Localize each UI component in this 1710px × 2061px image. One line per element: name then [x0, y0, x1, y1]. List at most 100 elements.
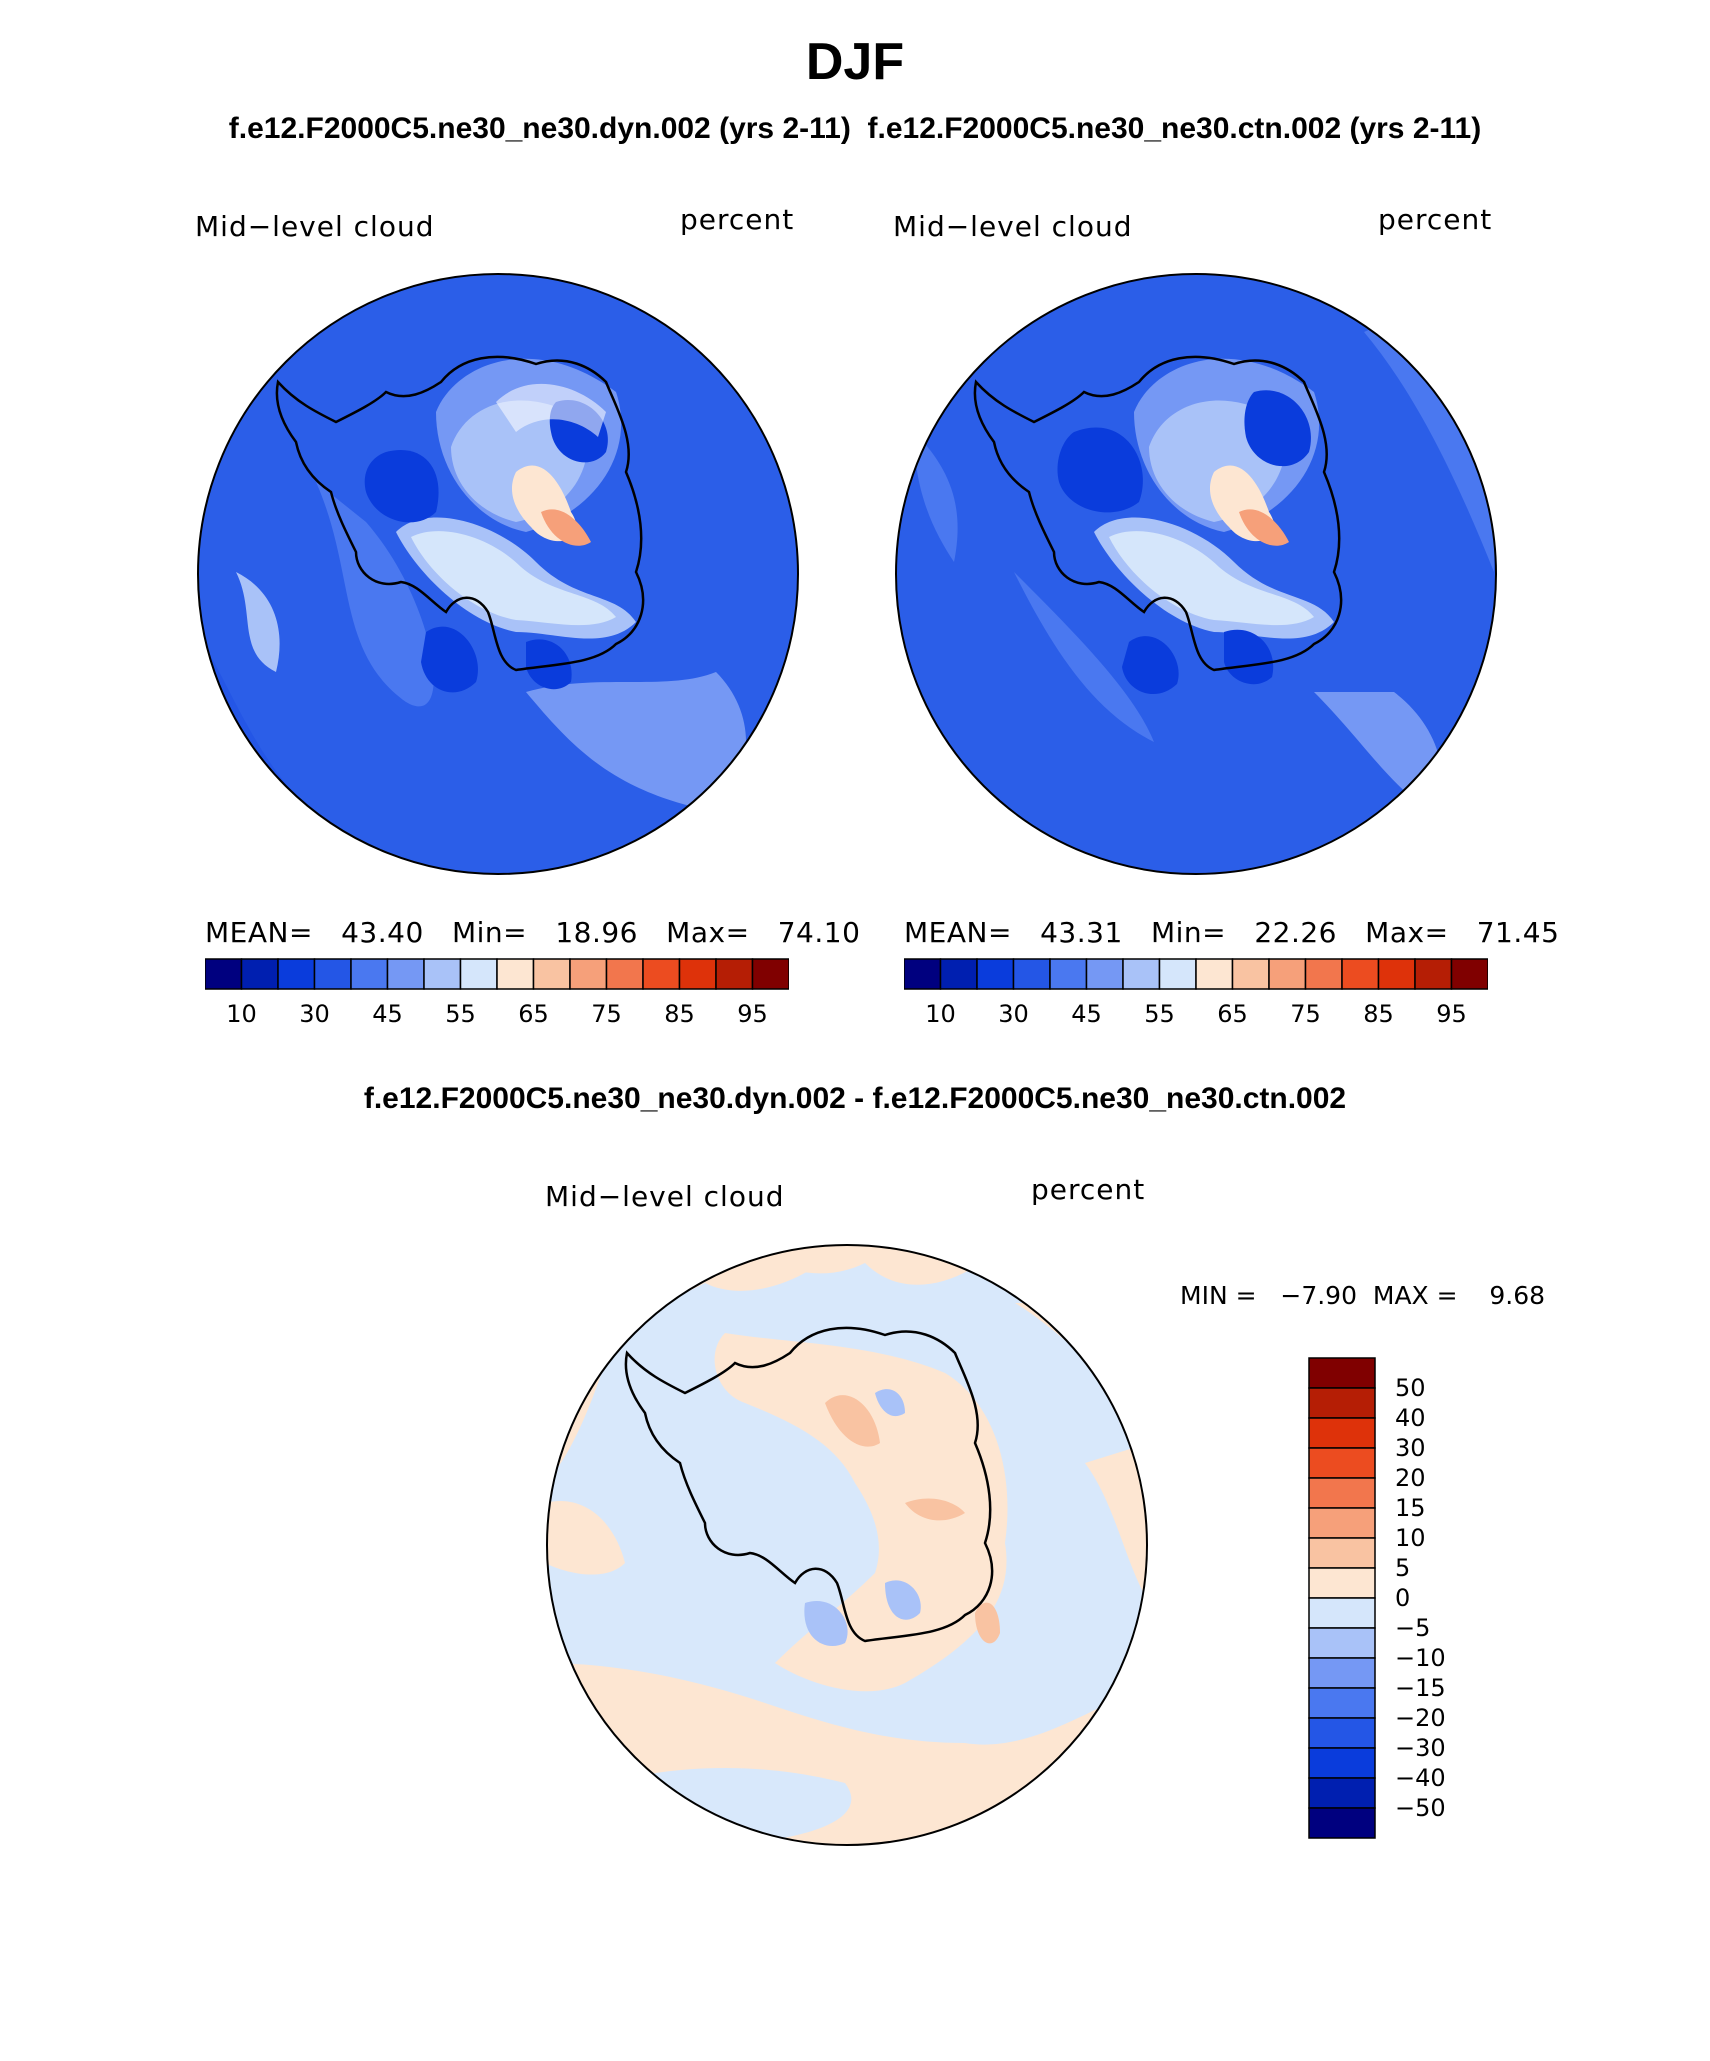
panel1-colorbar-box	[205, 958, 243, 990]
panel3-colorbar-tick-label: 20	[1395, 1464, 1426, 1492]
panel2-colorbar-tick-label: 85	[1363, 1000, 1394, 1028]
panel3-colorbar-tick-label: −30	[1395, 1734, 1446, 1762]
panel3-colorbar-tick-label: −10	[1395, 1644, 1446, 1672]
panel3-colorbar-box	[1308, 1627, 1376, 1659]
panel1-colorbar-ticks: 10 30 45 55 65 75 85 95	[205, 1000, 789, 1030]
panel2-colorbar	[904, 958, 1488, 990]
panel2-colorbar-tick-label: 95	[1436, 1000, 1467, 1028]
panel3-units-label: percent	[1031, 1173, 1146, 1206]
panel2-colorbar-box	[1012, 958, 1051, 990]
panel1-colorbar-tick-label: 85	[664, 1000, 695, 1028]
panel1-colorbar-box	[642, 958, 681, 990]
panel3-variable-label: Mid−level cloud	[545, 1180, 785, 1213]
panel2-colorbar-tick-label: 65	[1217, 1000, 1248, 1028]
panel2-polar-map	[895, 273, 1497, 875]
panel1-colorbar-box	[605, 958, 644, 990]
panel2-colorbar-box	[1450, 958, 1488, 990]
panel3-colorbar-box	[1308, 1447, 1376, 1479]
panel2-colorbar-box	[1231, 958, 1270, 990]
panel1-units-label: percent	[680, 203, 795, 236]
panel2-colorbar-box	[1341, 958, 1380, 990]
panel2-colorbar-box	[1304, 958, 1343, 990]
panel2-colorbar-box	[1377, 958, 1416, 990]
panel3-colorbar-tick-label: −40	[1395, 1764, 1446, 1792]
panel2-variable-label: Mid−level cloud	[893, 210, 1133, 243]
panel1-colorbar-box	[350, 958, 389, 990]
panel1-colorbar-tick-label: 95	[737, 1000, 768, 1028]
panel1-colorbar	[205, 958, 789, 990]
panel2-colorbar-box	[1414, 958, 1453, 990]
panel3-colorbar-box	[1308, 1417, 1376, 1449]
panel1-colorbar-box	[386, 958, 425, 990]
panel1-colorbar-tick-label: 55	[445, 1000, 476, 1028]
panel1-colorbar-tick-label: 10	[226, 1000, 257, 1028]
panel1-colorbar-box	[532, 958, 571, 990]
panel3-colorbar-tick-label: 40	[1395, 1404, 1426, 1432]
panel1-polar-map	[197, 273, 799, 875]
panel1-variable-label: Mid−level cloud	[195, 210, 435, 243]
panel3-colorbar-tick-label: 5	[1395, 1554, 1411, 1582]
panel1-colorbar-tick-label: 30	[299, 1000, 330, 1028]
panel2-colorbar-box	[976, 958, 1015, 990]
panel2-colorbar-tick-label: 30	[998, 1000, 1029, 1028]
panel1-colorbar-tick-label: 75	[591, 1000, 622, 1028]
panel2-colorbar-box	[904, 958, 942, 990]
panel3-colorbar-box	[1308, 1567, 1376, 1599]
panel1-stats: MEAN= 43.40 Min= 18.96 Max= 74.10	[205, 916, 861, 949]
panel2-colorbar-box	[1268, 958, 1307, 990]
panel2-colorbar-tick-label: 75	[1290, 1000, 1321, 1028]
subtitle-top: f.e12.F2000C5.ne30_ne30.dyn.002 (yrs 2-1…	[228, 112, 1482, 145]
panel1-colorbar-tick-label: 65	[518, 1000, 549, 1028]
subtitle-diff: f.e12.F2000C5.ne30_ne30.dyn.002 - f.e12.…	[363, 1082, 1347, 1115]
panel3-colorbar-tick-label: 10	[1395, 1524, 1426, 1552]
panel3-colorbar-box	[1308, 1807, 1376, 1839]
panel3-colorbar-tick-label: −5	[1395, 1614, 1431, 1642]
main-title: DJF	[805, 33, 905, 91]
panel3-colorbar-box	[1308, 1477, 1376, 1509]
panel3-colorbar-tick-label: 0	[1395, 1584, 1411, 1612]
panel1-colorbar-box	[313, 958, 352, 990]
panel2-units-label: percent	[1378, 203, 1493, 236]
panel3-colorbar-box	[1308, 1717, 1376, 1749]
panel2-colorbar-tick-label: 10	[925, 1000, 956, 1028]
panel1-colorbar-tick-label: 45	[372, 1000, 403, 1028]
panel2-colorbar-tick-label: 55	[1144, 1000, 1175, 1028]
panel3-colorbar-tick-label: −50	[1395, 1794, 1446, 1822]
panel3-colorbar-tick-label: 50	[1395, 1374, 1426, 1402]
panel3-colorbar-box	[1308, 1507, 1376, 1539]
panel3-polar-map	[546, 1244, 1148, 1846]
panel3-colorbar-tick-label: −15	[1395, 1674, 1446, 1702]
panel1-colorbar-box	[715, 958, 754, 990]
panel2-coastline	[973, 355, 1343, 672]
panel3-colorbar-box	[1308, 1687, 1376, 1719]
panel3-coastline	[624, 1326, 994, 1643]
panel1-colorbar-box	[496, 958, 535, 990]
panel3-colorbar-tick-label: 30	[1395, 1434, 1426, 1462]
panel1-colorbar-box	[240, 958, 279, 990]
panel2-colorbar-box	[1085, 958, 1124, 990]
panel3-stats: MIN = −7.90 MAX = 9.68	[1180, 1281, 1546, 1310]
panel2-colorbar-tick-label: 45	[1071, 1000, 1102, 1028]
panel1-colorbar-box	[678, 958, 717, 990]
panel3-colorbar-box	[1308, 1657, 1376, 1689]
panel3-colorbar-box	[1308, 1777, 1376, 1809]
panel3-colorbar	[1308, 1357, 1376, 1839]
panel1-colorbar-box	[569, 958, 608, 990]
panel1-coastline	[275, 355, 645, 672]
panel2-colorbar-box	[1122, 958, 1161, 990]
panel3-colorbar-ticks: 50 40 30 20 15 10 5 0 −5 −10 −15 −20 −30 −40 −50	[1395, 1357, 1485, 1841]
panel3-colorbar-box	[1308, 1387, 1376, 1419]
panel3-colorbar-box	[1308, 1357, 1376, 1389]
panel3-colorbar-box	[1308, 1537, 1376, 1569]
panel1-colorbar-box	[459, 958, 498, 990]
panel2-colorbar-ticks: 10 30 45 55 65 75 85 95	[904, 1000, 1488, 1030]
panel3-colorbar-tick-label: 15	[1395, 1494, 1426, 1522]
panel1-colorbar-box	[423, 958, 462, 990]
panel3-colorbar-box	[1308, 1747, 1376, 1779]
panel3-colorbar-box	[1308, 1597, 1376, 1629]
panel2-stats: MEAN= 43.31 Min= 22.26 Max= 71.45	[904, 916, 1560, 949]
panel3-colorbar-tick-label: −20	[1395, 1704, 1446, 1732]
panel2-colorbar-box	[1195, 958, 1234, 990]
panel1-colorbar-box	[751, 958, 789, 990]
panel1-colorbar-box	[277, 958, 316, 990]
